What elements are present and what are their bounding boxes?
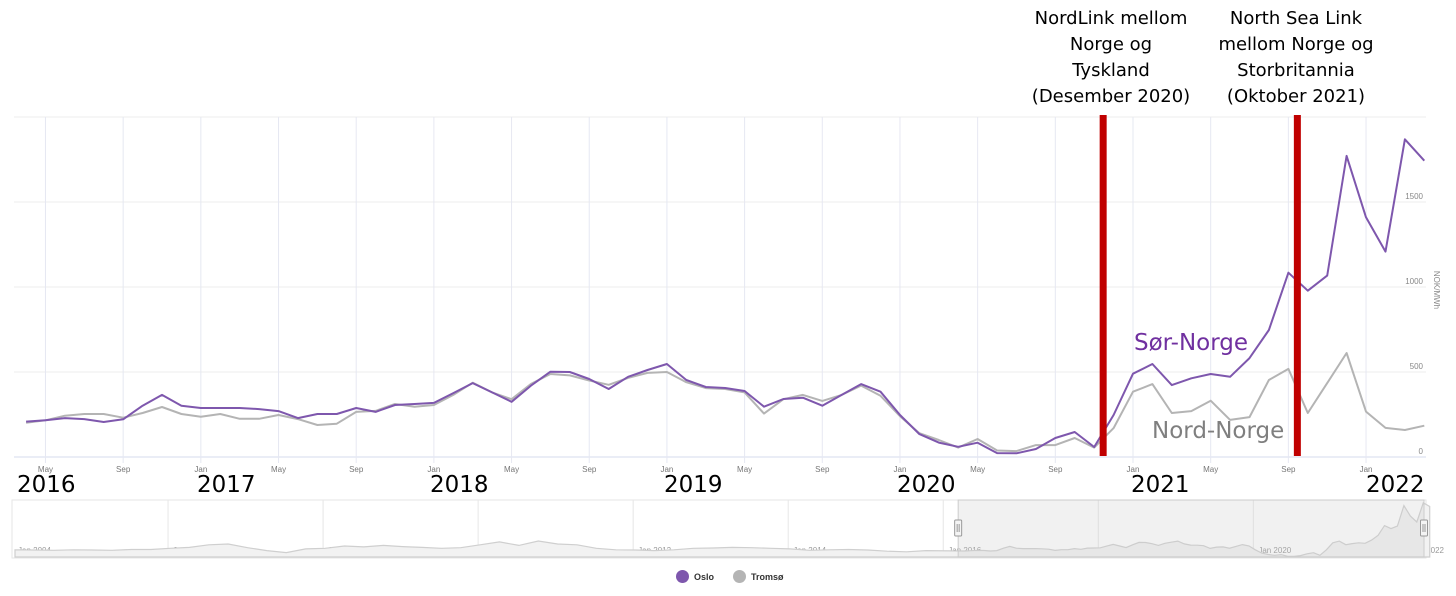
sor-norge-label: Sør-Norge [1134, 330, 1249, 356]
x-tick-label: Sep [582, 465, 597, 474]
annotation-north-sea-link: North Sea Link mellom Norge og Storbrita… [1186, 6, 1406, 110]
navigator-handle[interactable] [1420, 519, 1428, 537]
nord-norge-label: Nord-Norge [1152, 418, 1285, 444]
x-tick-label: May [1203, 465, 1218, 474]
x-tick-label: Sep [349, 465, 364, 474]
x-tick-label: Sep [1281, 465, 1296, 474]
x-tick-label: Sep [1048, 465, 1063, 474]
oslo-legend-marker [676, 570, 689, 583]
annotation-line: Storbritannia [1237, 60, 1355, 81]
x-tick-label: May [737, 465, 752, 474]
annotation-line: North Sea Link [1229, 8, 1363, 29]
annotation-line: (Desember 2020) [1031, 86, 1191, 107]
year-label: 2021 [1131, 472, 1190, 498]
x-axis: May Sep Jan May Sep Jan May Sep Jan May Sep Jan May S… [38, 465, 1373, 474]
series-lines [25, 138, 1426, 455]
navigator-handle[interactable] [954, 519, 963, 537]
year-label: 2019 [664, 472, 723, 498]
legend-label: Tromsø [751, 571, 784, 582]
year-label: 2022 [1366, 472, 1425, 498]
x-tick-label: Jan [1127, 465, 1140, 474]
x-tick-label: May [271, 465, 286, 474]
y-axis: 0 500 1000 1500 [1405, 192, 1423, 456]
x-tick-label: May [970, 465, 985, 474]
y-tick-label: 1000 [1405, 277, 1423, 286]
x-tick-label: May [504, 465, 519, 474]
annotation-line: (Oktober 2021) [1226, 86, 1366, 107]
annotation-line: Norge og [1069, 34, 1153, 55]
x-tick-label: Sep [116, 465, 131, 474]
legend-label: Oslo [694, 571, 715, 582]
event-markers [1099, 115, 1301, 456]
year-label: 2020 [897, 472, 956, 498]
y-tick-label: 500 [1410, 362, 1424, 371]
navigator-label: Jan 2020 [1258, 546, 1291, 555]
annotation-line: Tyskland [1072, 60, 1150, 81]
x-tick-label: Jan [427, 465, 440, 474]
tromso-legend-marker [733, 570, 746, 583]
x-tick-label: Jan [660, 465, 673, 474]
x-tick-label: Jan [894, 465, 907, 474]
year-label: 2016 [17, 472, 76, 498]
x-tick-label: May [38, 465, 53, 474]
x-tick-label: Jan [194, 465, 207, 474]
navigator[interactable]: Jan 2004Jan 2006Jan 2008Jan 2010Jan 2012… [11, 499, 1445, 559]
y-tick-label: 1500 [1405, 192, 1423, 201]
year-label: 2017 [197, 472, 256, 498]
annotation-nordlink: NordLink mellom Norge og Tyskland (Desem… [1001, 6, 1221, 110]
y-axis-title: NOK/MWh [1432, 271, 1441, 309]
series-line-oslo [26, 138, 1426, 455]
navigator-selection [957, 499, 1425, 558]
navigator-series [14, 501, 1431, 558]
y-tick-label: 0 [1419, 447, 1424, 456]
legend-item-tromso[interactable]: Tromsø [733, 570, 784, 583]
annotation-line: mellom Norge og [1218, 34, 1374, 55]
annotation-line: NordLink mellom [1034, 8, 1188, 29]
x-tick-label: Jan [1360, 465, 1373, 474]
grid [14, 116, 1426, 463]
x-tick-label: Sep [815, 465, 830, 474]
year-label: 2018 [430, 472, 489, 498]
legend-item-oslo[interactable]: Oslo [676, 570, 714, 583]
